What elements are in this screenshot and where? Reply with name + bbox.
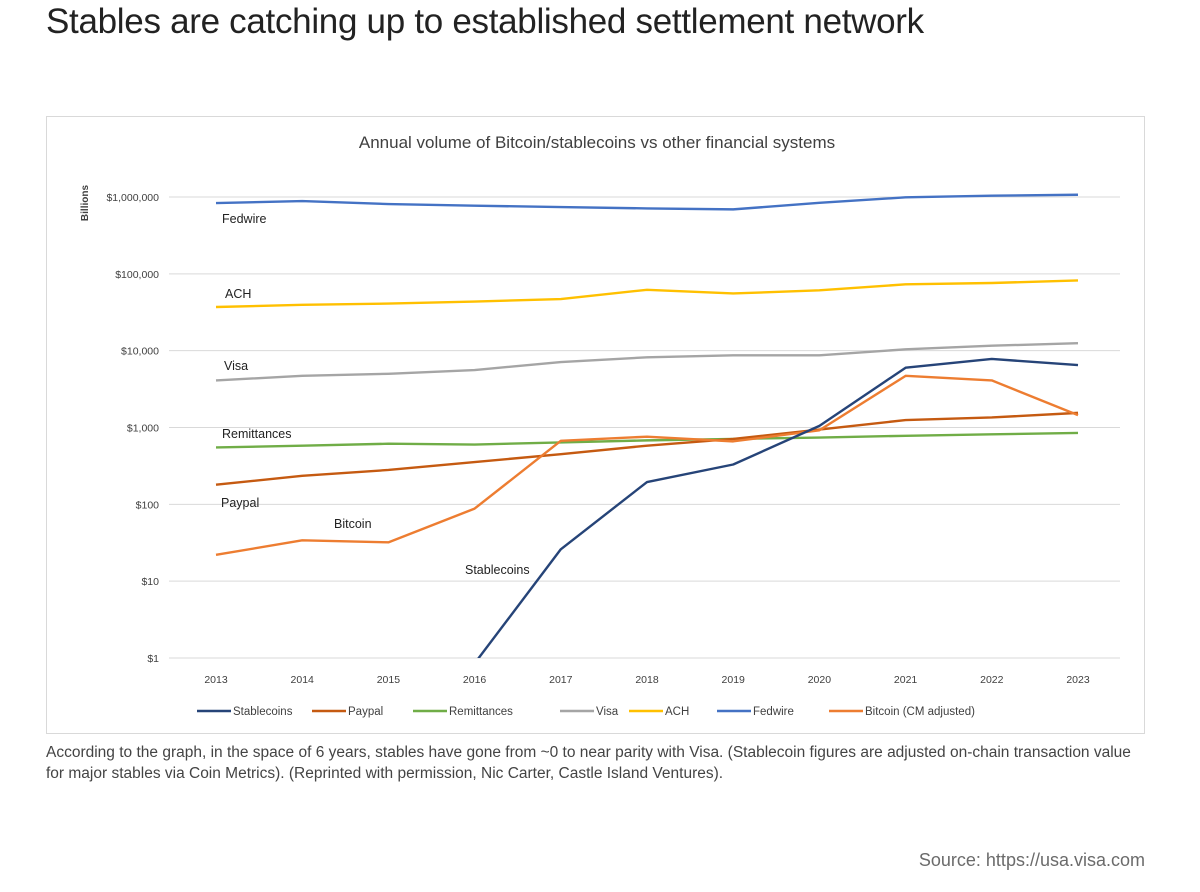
series-line-ach — [215, 279, 1079, 309]
y-tick-label: $1,000 — [127, 423, 159, 435]
series-line-bitcoin-cm-adjusted — [215, 374, 1079, 557]
y-tick-label: $10 — [141, 576, 159, 588]
chart-title: Annual volume of Bitcoin/stablecoins vs … — [359, 133, 835, 152]
legend-label: Bitcoin (CM adjusted) — [865, 706, 975, 718]
x-tick-label: 2014 — [291, 674, 315, 686]
x-tick-label: 2013 — [204, 674, 228, 686]
series-line-remittances — [215, 431, 1079, 449]
legend-label: Stablecoins — [233, 706, 293, 718]
series-line-paypal — [215, 411, 1079, 486]
source-credit: Source: https://usa.visa.com — [918, 850, 1145, 870]
annotation-remittances: Remittances — [222, 427, 291, 441]
legend-entry-visa: Visa — [560, 706, 619, 718]
legend-entry-remittances: Remittances — [413, 706, 513, 718]
legend-label: ACH — [665, 706, 689, 718]
volume-chart: Annual volume of Bitcoin/stablecoins vs … — [80, 133, 1120, 718]
annotation-paypal: Paypal — [221, 496, 259, 510]
chart-legend: Stablecoins Paypal Remittances Visa ACH Fedwi… — [197, 706, 975, 718]
series-layer — [215, 193, 1079, 658]
x-tick-label: 2018 — [635, 674, 659, 686]
x-tick-label: 2020 — [808, 674, 832, 686]
page-title: Stables are catching up to established s… — [46, 2, 924, 41]
legend-label: Paypal — [348, 706, 383, 718]
x-tick-label: 2016 — [463, 674, 487, 686]
legend-entry-paypal: Paypal — [312, 706, 383, 718]
y-tick-label: $1 — [147, 653, 159, 665]
annotation-fedwire: Fedwire — [222, 212, 267, 226]
figure-caption: According to the graph, in the space of … — [46, 744, 1131, 782]
y-axis-label: Billions — [80, 185, 91, 222]
x-tick-label: 2019 — [722, 674, 746, 686]
x-tick-label: 2017 — [549, 674, 573, 686]
x-tick-label: 2021 — [894, 674, 918, 686]
legend-entry-bitcoin-cm-adjusted: Bitcoin (CM adjusted) — [829, 706, 975, 718]
chart-frame: Annual volume of Bitcoin/stablecoins vs … — [46, 116, 1145, 734]
legend-entry-stablecoins: Stablecoins — [197, 706, 293, 718]
y-tick-label: $1,000,000 — [106, 192, 159, 204]
grid-layer: $1 $10 $100 $1,000 $10,000 $100,000 $1,000,000… — [106, 192, 1120, 686]
legend-label: Fedwire — [753, 706, 794, 718]
annotation-layer: Fedwire ACH Visa Remittances Paypal Bitcoin St… — [221, 212, 530, 577]
series-line-fedwire — [215, 193, 1079, 211]
y-tick-label: $10,000 — [121, 346, 159, 358]
annotation-stablecoins: Stablecoins — [465, 563, 530, 577]
annotation-bitcoin: Bitcoin — [334, 517, 372, 531]
legend-entry-ach: ACH — [629, 706, 689, 718]
y-tick-label: $100,000 — [115, 269, 159, 281]
series-line-stablecoins — [477, 357, 1079, 658]
legend-label: Visa — [596, 706, 619, 718]
x-tick-label: 2022 — [980, 674, 1004, 686]
legend-entry-fedwire: Fedwire — [717, 706, 794, 718]
annotation-visa: Visa — [224, 359, 248, 373]
legend-label: Remittances — [449, 706, 513, 718]
annotation-ach: ACH — [225, 287, 251, 301]
x-tick-label: 2015 — [377, 674, 401, 686]
x-tick-label: 2023 — [1066, 674, 1090, 686]
y-tick-label: $100 — [136, 499, 160, 511]
series-line-visa — [215, 342, 1079, 382]
